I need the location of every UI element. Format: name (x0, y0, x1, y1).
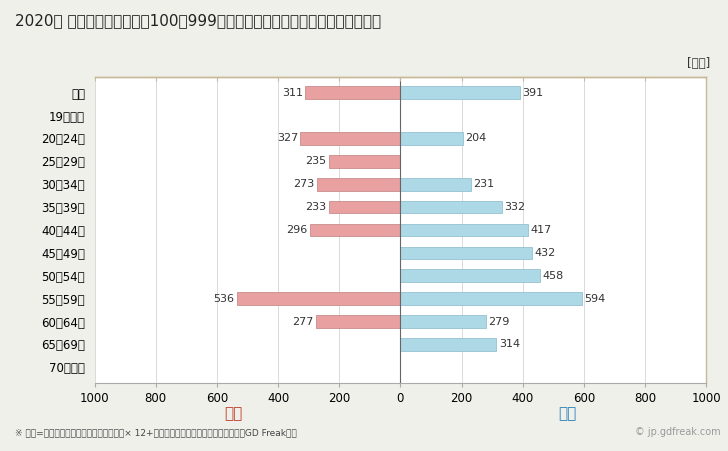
Bar (400, 292, 582, 305)
Bar (400, 132, 463, 145)
Text: 273: 273 (293, 179, 314, 189)
Text: 432: 432 (535, 248, 556, 258)
Text: 536: 536 (213, 294, 234, 304)
Text: 男性: 男性 (558, 406, 577, 421)
Text: 2020年 民間企業（従業者数100～999人）フルタイム労働者の男女別平均年収: 2020年 民間企業（従業者数100～999人）フルタイム労働者の男女別平均年収 (15, 14, 381, 28)
Text: 女性: 女性 (223, 406, 242, 421)
Text: 417: 417 (531, 225, 552, 235)
Bar (400, 87, 520, 99)
Text: 311: 311 (282, 87, 303, 98)
Bar (328, 155, 400, 168)
Bar (400, 270, 540, 282)
Bar (400, 247, 532, 259)
Text: 231: 231 (473, 179, 494, 189)
Bar (400, 224, 528, 236)
Bar (305, 87, 400, 99)
Bar (400, 178, 471, 190)
Text: 296: 296 (286, 225, 307, 235)
Text: 233: 233 (306, 202, 327, 212)
Text: 279: 279 (488, 317, 510, 327)
Text: 391: 391 (523, 87, 544, 98)
Text: ※ 年収=「きまって支給する現金給与額」× 12+「年間賞与その他特別給与額」としてGD Freak推計: ※ 年収=「きまって支給する現金給与額」× 12+「年間賞与その他特別給与額」と… (15, 428, 296, 437)
Bar (317, 178, 400, 190)
Text: © jp.gdfreak.com: © jp.gdfreak.com (635, 428, 721, 437)
Text: 332: 332 (505, 202, 526, 212)
Text: 204: 204 (465, 133, 486, 143)
Bar (237, 292, 400, 305)
Text: 594: 594 (585, 294, 606, 304)
Bar (400, 201, 502, 213)
Bar (400, 338, 496, 351)
Text: 327: 327 (277, 133, 298, 143)
Text: 314: 314 (499, 340, 520, 350)
Bar (310, 224, 400, 236)
Text: 277: 277 (292, 317, 313, 327)
Text: 458: 458 (543, 271, 564, 281)
Bar (400, 315, 486, 328)
Bar (301, 132, 400, 145)
Text: [万円]: [万円] (687, 57, 710, 70)
Bar (316, 315, 400, 328)
Text: 235: 235 (305, 156, 326, 166)
Bar (329, 201, 400, 213)
